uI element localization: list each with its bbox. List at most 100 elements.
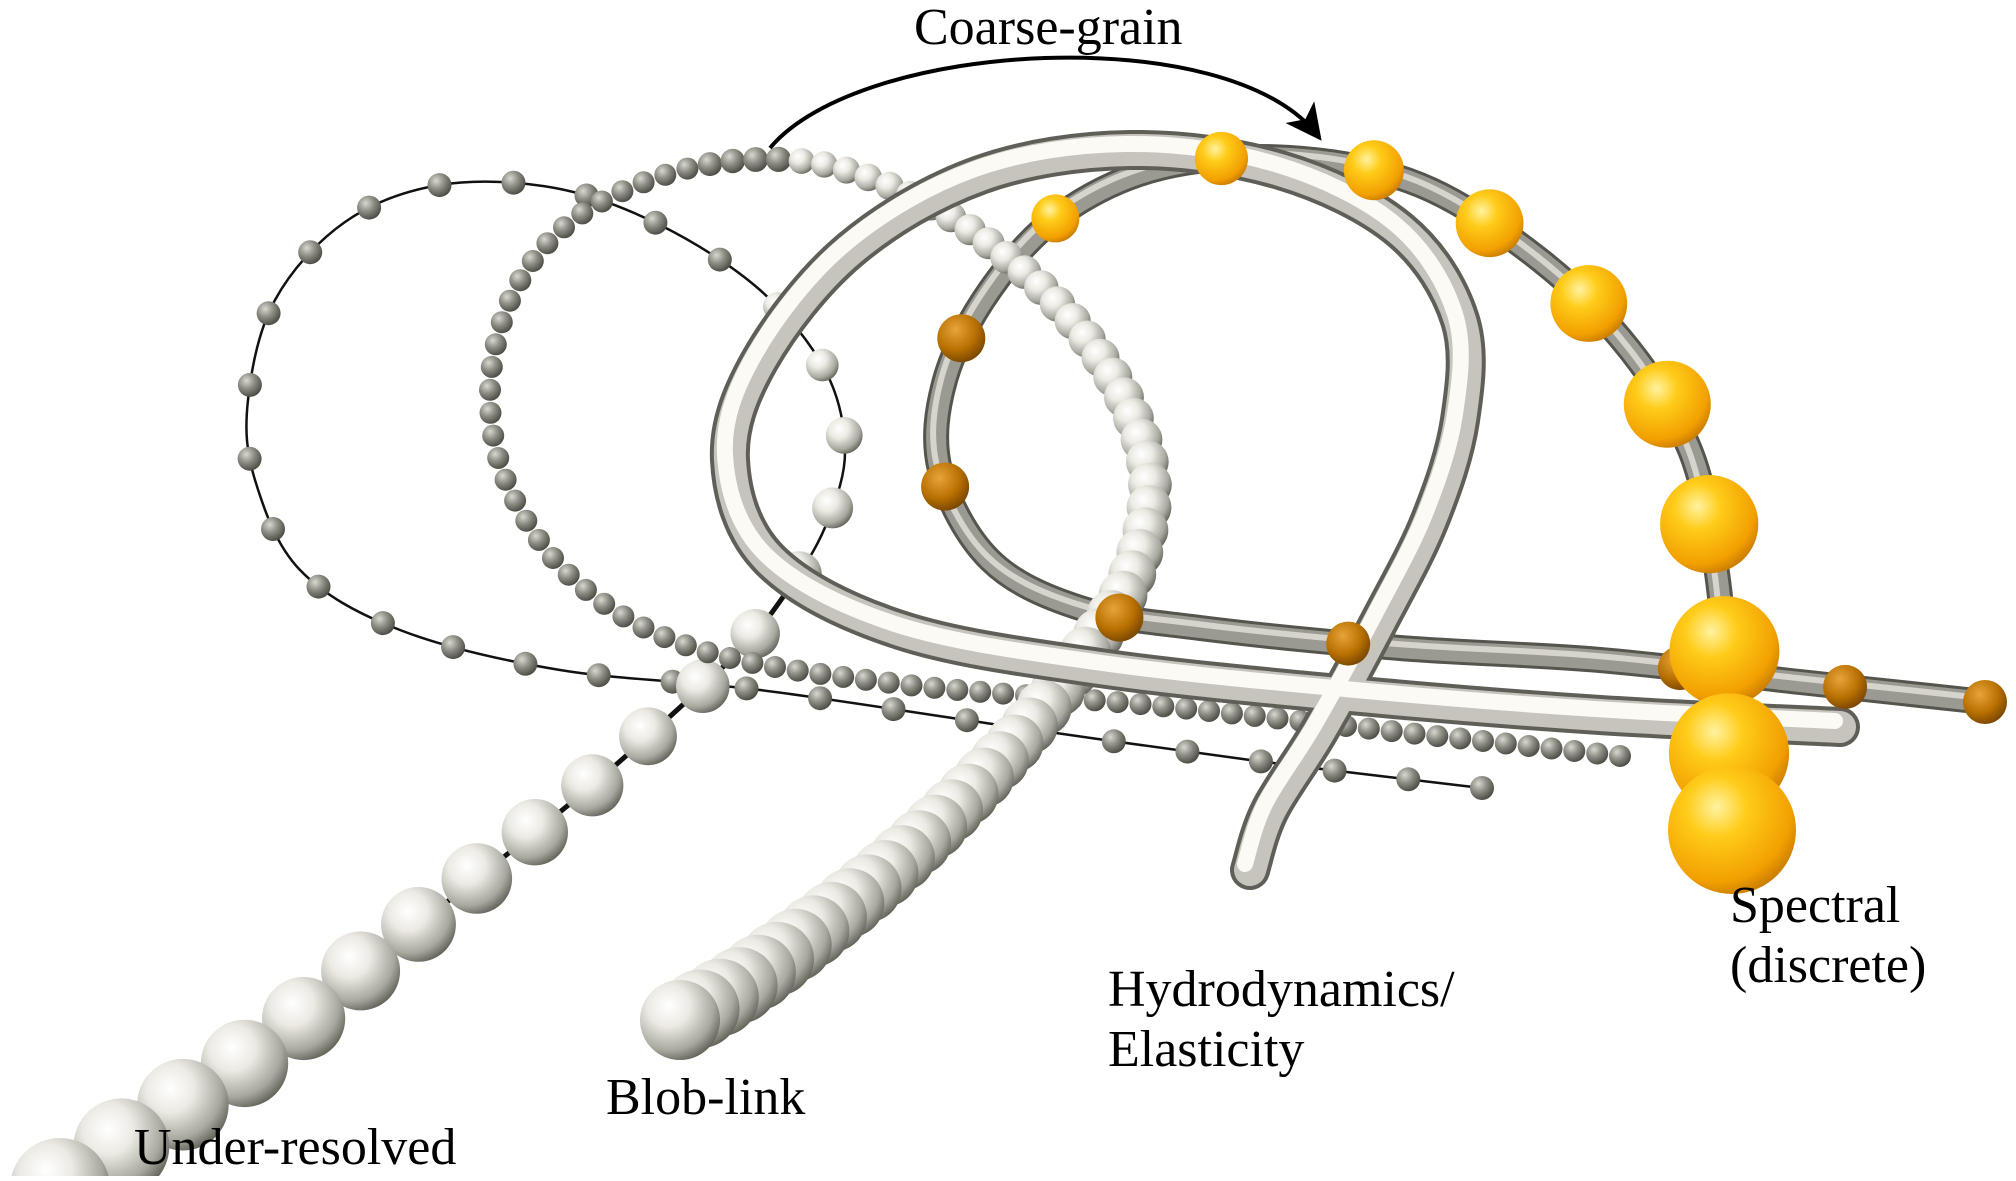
under-resolved-bead — [262, 976, 346, 1061]
blob-link-bead — [832, 665, 855, 688]
under-resolved-bead — [237, 446, 262, 471]
blob-link-bead — [654, 163, 677, 186]
blob-link-bead — [1380, 720, 1403, 743]
blob-link-bead — [1175, 697, 1198, 720]
blob-link-bead — [765, 146, 792, 172]
under-resolved-bead — [441, 635, 466, 660]
spectral-label-line2: (discrete) — [1730, 937, 1927, 994]
blob-link-bead — [557, 563, 580, 586]
blob-link-bead — [786, 659, 809, 682]
under-resolved-bead — [501, 799, 568, 866]
under-resolved-bead — [513, 651, 538, 676]
blob-link-bead — [593, 592, 616, 615]
under-resolved-bead — [707, 247, 732, 272]
blob-link-bead — [788, 148, 815, 174]
blob-link-bead — [1609, 745, 1631, 767]
under-resolved-bead — [1101, 729, 1126, 754]
under-resolved-bead — [1248, 749, 1273, 774]
blob-link-bead — [490, 311, 513, 334]
blob-link-bead — [1152, 695, 1175, 718]
blob-link-bead — [764, 656, 786, 678]
blob-link-bead — [494, 468, 517, 491]
under-resolved-bead — [1322, 758, 1347, 783]
under-resolved-bead — [441, 843, 513, 914]
spectral-gold-bead — [921, 462, 970, 511]
blob-link-bead — [487, 447, 510, 469]
blob-link-bead — [1517, 735, 1540, 757]
blob-link-bead — [640, 980, 720, 1060]
under-resolved-bead — [261, 517, 285, 541]
blob-link-bead — [1586, 742, 1609, 765]
blob-link-bead — [674, 634, 697, 657]
blob-link-bead — [1198, 700, 1220, 722]
hydrodynamics-elasticity-label: Hydrodynamics/ Elasticity — [1108, 960, 1455, 1080]
blob-link-bead — [542, 547, 564, 569]
blob-link-bead — [632, 171, 655, 194]
blob-link-bead — [632, 616, 655, 639]
blob-link-bead — [498, 289, 521, 312]
blob-link-bead — [696, 641, 719, 664]
blob-link-bead — [482, 424, 505, 447]
spectral-gold-bead — [1669, 596, 1780, 707]
spectral-gold-bead — [1623, 360, 1711, 448]
spectral-gold-bead — [1963, 680, 2007, 724]
under-resolved-bead — [501, 170, 526, 195]
blob-link-bead — [480, 355, 503, 378]
filament-layer — [10, 129, 2007, 1181]
under-resolved-bead — [256, 301, 281, 326]
under-resolved-bead — [1470, 776, 1494, 800]
spectral-beads — [921, 131, 2007, 894]
blob-link-bead — [1426, 725, 1449, 748]
blob-link-bead — [969, 680, 992, 703]
blob-link-bead — [590, 190, 613, 213]
blob-link-bead — [1403, 722, 1426, 745]
blob-link-bead — [741, 651, 764, 674]
blob-link-bead — [1472, 730, 1494, 752]
spectral-gold-bead — [1660, 474, 1759, 574]
under-resolved-bead — [808, 686, 833, 711]
blob-link-bead — [1357, 717, 1380, 740]
blob-link-bead — [504, 489, 527, 512]
blob-link-bead — [1540, 737, 1563, 760]
spectral-gold-bead — [1031, 194, 1080, 243]
blob-link-bead — [1563, 740, 1586, 762]
blob-link-bead — [854, 668, 877, 691]
spectral-gold-bead — [1823, 664, 1868, 709]
blob-link-bead — [611, 180, 634, 203]
blob-link-bead — [720, 148, 745, 174]
under-resolved-bead — [881, 697, 906, 722]
under-resolved-bead — [734, 676, 759, 701]
blob-link-bead — [484, 333, 507, 356]
under-resolved-bead — [381, 887, 456, 962]
blob-link-bead — [1449, 727, 1472, 750]
blob-link-bead — [743, 147, 768, 172]
blob-link-bead — [809, 662, 832, 685]
under-resolved-bead — [806, 348, 839, 382]
spectral-gold-bead — [1668, 766, 1796, 894]
under-resolved-bead — [1175, 739, 1200, 764]
blob-link-bead — [527, 528, 550, 551]
under-resolved-bead — [825, 417, 863, 454]
hydrodynamics-label-line1: Hydrodynamics/ — [1108, 961, 1455, 1018]
spectral-gold-bead — [1550, 265, 1628, 342]
blob-link-bead — [900, 674, 923, 697]
under-resolved-bead — [427, 173, 452, 198]
under-resolved-bead — [676, 659, 730, 713]
under-resolved-bead — [619, 707, 677, 766]
blob-link-bead — [718, 647, 741, 669]
hydrodynamics-label-line2: Elasticity — [1108, 1021, 1305, 1078]
blob-link-bead — [1266, 707, 1289, 730]
blob-link-bead — [832, 156, 860, 184]
hydrodynamics-tube — [709, 129, 1860, 890]
coarse-grain-arrow — [768, 55, 1322, 150]
spectral-gold-bead — [1326, 621, 1371, 666]
under-resolved-bead — [1396, 767, 1421, 792]
under-resolved-bead — [298, 240, 323, 265]
blob-link-bead — [1083, 689, 1106, 712]
blob-link-bead — [553, 216, 575, 239]
spectral-gold-bead — [937, 314, 986, 363]
under-resolved-bead — [954, 708, 979, 733]
blob-link-bead — [877, 671, 900, 694]
